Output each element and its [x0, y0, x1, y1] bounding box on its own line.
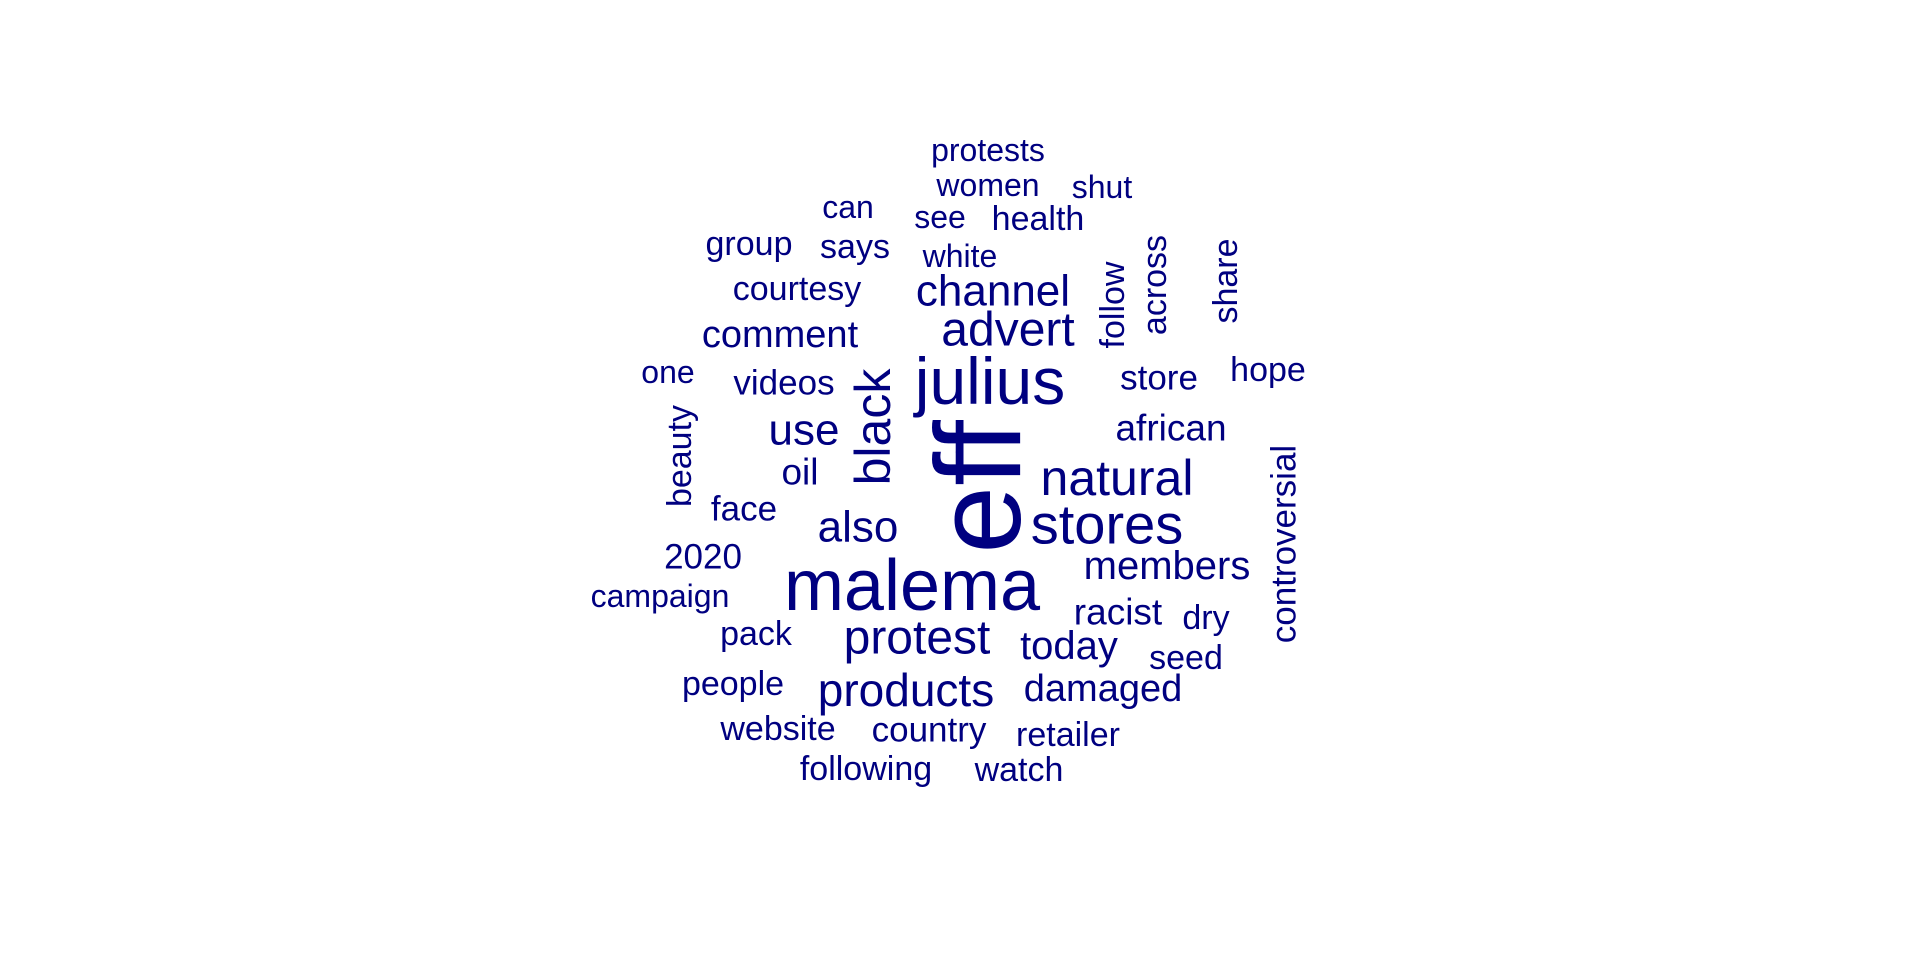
word-share: share — [1207, 238, 1245, 323]
word-courtesy: courtesy — [733, 270, 862, 308]
word-controversial: controversial — [1265, 445, 1304, 643]
word-eff: eff — [910, 419, 1046, 554]
word-use: use — [769, 406, 840, 455]
word-black: black — [845, 368, 901, 486]
word-retailer: retailer — [1016, 716, 1120, 754]
word-products: products — [818, 664, 994, 716]
word-face: face — [711, 490, 777, 529]
word-malema: malema — [784, 546, 1041, 626]
word-advert: advert — [941, 304, 1074, 357]
word-2020: 2020 — [664, 538, 742, 577]
word-protest: protest — [844, 612, 991, 665]
word-members: members — [1084, 544, 1251, 588]
word-country: country — [872, 711, 987, 750]
word-protests: protests — [931, 132, 1045, 168]
word-women: women — [935, 167, 1039, 203]
word-oil: oil — [781, 452, 818, 493]
word-says: says — [820, 228, 890, 266]
word-natural: natural — [1041, 450, 1194, 506]
word-dry: dry — [1182, 599, 1229, 637]
word-white: white — [922, 238, 998, 274]
word-across: across — [1136, 235, 1174, 335]
word-also: also — [818, 503, 899, 552]
word-one: one — [641, 354, 694, 390]
word-can: can — [822, 189, 874, 225]
word-stores: stores — [1031, 493, 1184, 556]
word-store: store — [1120, 359, 1198, 398]
word-health: health — [992, 200, 1085, 238]
word-seed: seed — [1149, 639, 1223, 677]
word-african: african — [1115, 408, 1226, 449]
word-shut: shut — [1072, 169, 1133, 205]
word-julius: julius — [913, 344, 1065, 418]
word-see: see — [914, 199, 966, 235]
word-group: group — [706, 225, 793, 263]
word-website: website — [719, 710, 835, 748]
word-damaged: damaged — [1024, 668, 1182, 710]
word-beauty: beauty — [661, 405, 699, 507]
word-campaign: campaign — [591, 578, 730, 614]
word-comment: comment — [702, 314, 859, 356]
word-watch: watch — [974, 751, 1064, 789]
word-videos: videos — [733, 364, 834, 403]
word-today: today — [1020, 624, 1118, 668]
word-racist: racist — [1074, 592, 1163, 633]
word-follow: follow — [1094, 261, 1132, 348]
word-hope: hope — [1230, 351, 1306, 389]
word-pack: pack — [720, 615, 793, 653]
word-following: following — [800, 750, 932, 788]
word-channel: channel — [916, 267, 1070, 316]
word-people: people — [682, 665, 784, 703]
